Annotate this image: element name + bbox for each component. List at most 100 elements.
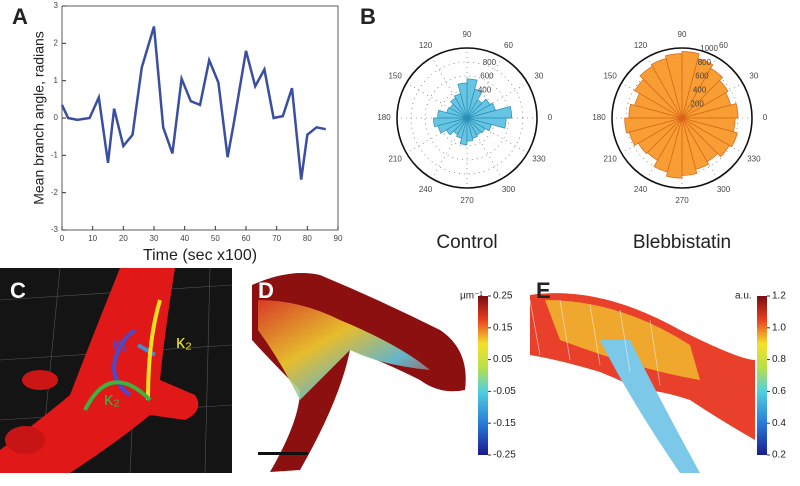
- angle-label: 240: [419, 185, 433, 194]
- x-tick-label: 30: [150, 234, 159, 243]
- panel-e-image: [529, 293, 767, 473]
- x-tick-label: 80: [303, 234, 312, 243]
- angle-label: 150: [603, 72, 617, 81]
- angle-label: 90: [463, 30, 472, 39]
- angle-label: 60: [719, 41, 728, 50]
- subtitle: Blebbistatin: [633, 232, 731, 253]
- rose-sector: [637, 117, 683, 155]
- rose-sector: [466, 102, 496, 119]
- colorbar-tick-label: 0.25: [493, 291, 513, 302]
- angle-label: 180: [592, 113, 606, 122]
- angle-label: 330: [747, 155, 761, 164]
- panel-label: B: [360, 4, 376, 29]
- y-tick-label: 2: [54, 38, 59, 47]
- radius-label: 600: [695, 72, 709, 81]
- x-tick-label: 50: [211, 234, 220, 243]
- radius-label: 1000: [700, 44, 718, 53]
- rose-sector: [459, 117, 468, 145]
- colorbar-tick-label: 1.0: [772, 322, 786, 333]
- angle-label: 240: [634, 185, 648, 194]
- colorbar-tick-label: -0.25: [493, 450, 516, 461]
- x-tick-label: 10: [88, 234, 97, 243]
- angle-label: 30: [749, 72, 758, 81]
- angle-label: 0: [763, 113, 768, 122]
- angle-label: 180: [377, 113, 391, 122]
- y-tick-label: -2: [51, 188, 59, 197]
- angle-label: 210: [603, 155, 617, 164]
- rose-sector: [445, 117, 468, 136]
- rose-sector: [466, 98, 491, 119]
- colorbar-tick-label: 0.8: [772, 354, 786, 365]
- plot-frame: [61, 5, 339, 231]
- y-tick-label: -1: [51, 150, 59, 159]
- angle-label: 90: [678, 30, 687, 39]
- polar-frame: [396, 47, 538, 189]
- angle-label: 270: [675, 196, 689, 205]
- radius-label: 400: [478, 86, 492, 95]
- y-tick-label: 0: [54, 113, 59, 122]
- y-tick-label: 3: [54, 1, 59, 10]
- rose-sector: [437, 117, 468, 134]
- y-tick-label: -3: [51, 225, 59, 234]
- angular-grid: [466, 57, 503, 119]
- angle-label: 0: [548, 113, 553, 122]
- panel-label: A: [12, 4, 28, 29]
- polar-frame: [611, 47, 753, 189]
- colorbar-tick-label: -0.15: [493, 418, 516, 429]
- angle-label: 270: [460, 196, 474, 205]
- x-tick-label: 20: [119, 234, 128, 243]
- colorbar-tick-label: 0.4: [772, 418, 786, 429]
- angular-grid: [431, 117, 468, 179]
- rose-sector: [665, 117, 683, 179]
- angular-grid: [406, 117, 468, 154]
- angular-grid: [466, 82, 528, 119]
- angle-label: 210: [388, 155, 402, 164]
- x-tick-label: 0: [60, 234, 65, 243]
- annotation: κ₁: [112, 334, 127, 354]
- angular-grid: [466, 117, 503, 179]
- colorbar-tick-label: 0.6: [772, 386, 786, 397]
- angular-grid: [466, 117, 528, 154]
- subtitle: Control: [436, 232, 497, 253]
- panel-d-image: [252, 272, 488, 472]
- angle-label: 30: [534, 72, 543, 81]
- rose-sector: [681, 117, 738, 148]
- annotation: κ₂: [176, 332, 192, 352]
- rose-sector: [628, 117, 683, 146]
- rose-sector: [650, 58, 683, 119]
- colorbar-label: µm⁻¹: [460, 291, 483, 302]
- rose-sector: [450, 97, 468, 119]
- rose-sector: [634, 78, 683, 119]
- radius-label: 200: [690, 99, 704, 108]
- annotation: κ₂: [104, 389, 120, 409]
- colorbar-label: a.u.: [735, 291, 752, 302]
- rose-sector: [466, 117, 507, 129]
- colorbar-tick-label: 0.2: [772, 450, 786, 461]
- y-tick-label: 1: [54, 76, 59, 85]
- angle-label: 60: [504, 41, 513, 50]
- rose-sector: [681, 117, 710, 170]
- radius-label: 800: [483, 58, 497, 67]
- colorbar-tick-label: 0.15: [493, 322, 513, 333]
- rose-sector: [681, 117, 736, 133]
- panel-label: C: [10, 278, 26, 303]
- colorbar-tick-label: 0.05: [493, 354, 513, 365]
- colorbar-tick-label: 1.2: [772, 291, 786, 302]
- radius-label: 400: [693, 86, 707, 95]
- x-tick-label: 70: [272, 234, 281, 243]
- angle-label: 150: [388, 72, 402, 81]
- x-tick-label: 40: [180, 234, 189, 243]
- angle-label: 300: [717, 185, 731, 194]
- angular-grid: [431, 57, 468, 119]
- angular-grid: [406, 82, 468, 119]
- angle-label: 120: [634, 41, 648, 50]
- rose-sector: [639, 65, 683, 119]
- data-line: [60, 26, 326, 180]
- x-tick-label: 90: [334, 234, 343, 243]
- radius-label: 600: [480, 72, 494, 81]
- panel-label: D: [258, 278, 274, 303]
- x-axis-label: Time (sec x100): [143, 247, 257, 264]
- rose-sector: [466, 78, 478, 119]
- colorbar-tick-label: -0.05: [493, 386, 516, 397]
- x-tick-label: 60: [242, 234, 251, 243]
